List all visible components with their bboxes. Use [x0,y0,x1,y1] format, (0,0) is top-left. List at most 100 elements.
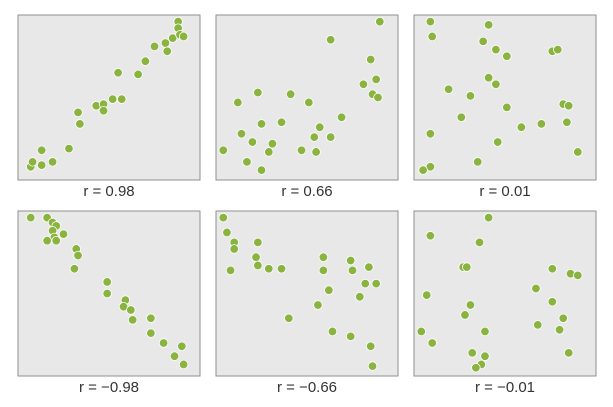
point [375,16,385,27]
point [478,36,488,47]
point [460,310,470,320]
point [264,264,274,274]
point [169,351,180,361]
point [256,165,267,175]
point [425,16,436,27]
point [493,137,503,147]
point [373,92,383,103]
point [573,147,583,157]
point [177,341,187,352]
point [318,265,329,276]
point [358,79,369,90]
point [573,270,583,281]
point [42,235,52,246]
caption: r = 0.66 [281,183,332,200]
point [309,132,319,142]
point [267,138,278,149]
point [75,119,85,129]
point [562,117,572,127]
point [73,250,83,261]
caption: r = −0.98 [79,379,139,396]
point [473,157,483,167]
point [242,157,252,167]
point [360,278,370,289]
point [502,102,512,113]
point [51,235,61,246]
point [296,145,307,156]
point [367,361,378,371]
point [285,89,296,99]
caption: r = −0.66 [277,379,337,396]
point [364,262,374,272]
point [465,300,476,310]
point [443,84,454,94]
point [225,265,236,276]
point [531,283,541,294]
point [304,97,314,108]
point [318,252,329,262]
point [253,87,263,98]
point [107,94,118,104]
point [178,359,189,370]
point [471,363,481,373]
point [554,325,565,335]
point [427,338,437,348]
point [276,117,287,127]
point [149,41,160,52]
point [247,137,258,147]
plot-panel [413,210,597,377]
point [158,338,169,348]
point [264,147,274,157]
point [547,297,558,307]
point [366,341,376,352]
point [69,264,80,274]
point [502,51,512,61]
plot-panel [413,14,597,181]
point [516,122,527,132]
point [26,212,36,223]
point [58,229,69,239]
point [480,351,490,361]
point [371,74,381,85]
point [146,313,156,323]
point [113,68,123,78]
point [146,328,156,338]
point [491,79,501,90]
point [456,112,467,123]
point [345,255,356,266]
point [284,313,294,323]
point [564,348,574,358]
point [558,313,568,323]
point [178,31,189,42]
point [324,285,334,295]
point [140,56,151,66]
point [102,277,112,287]
point [536,119,547,129]
point [102,288,112,299]
point [422,290,432,300]
point [347,265,358,276]
point [127,315,138,325]
point [425,231,436,241]
point [327,326,338,337]
point [564,101,574,111]
point [483,20,494,30]
point [218,145,228,156]
point [73,107,83,118]
point [553,44,563,55]
point [533,320,543,330]
point [229,244,239,254]
point [371,278,381,289]
point [313,300,323,310]
point [416,326,426,337]
point [233,97,243,108]
point [98,105,109,116]
point [36,145,47,156]
point [27,157,38,167]
point [276,264,287,274]
point [325,35,336,45]
point [236,129,247,139]
caption: r = −0.01 [475,379,535,396]
point [345,331,356,342]
point [133,69,143,80]
